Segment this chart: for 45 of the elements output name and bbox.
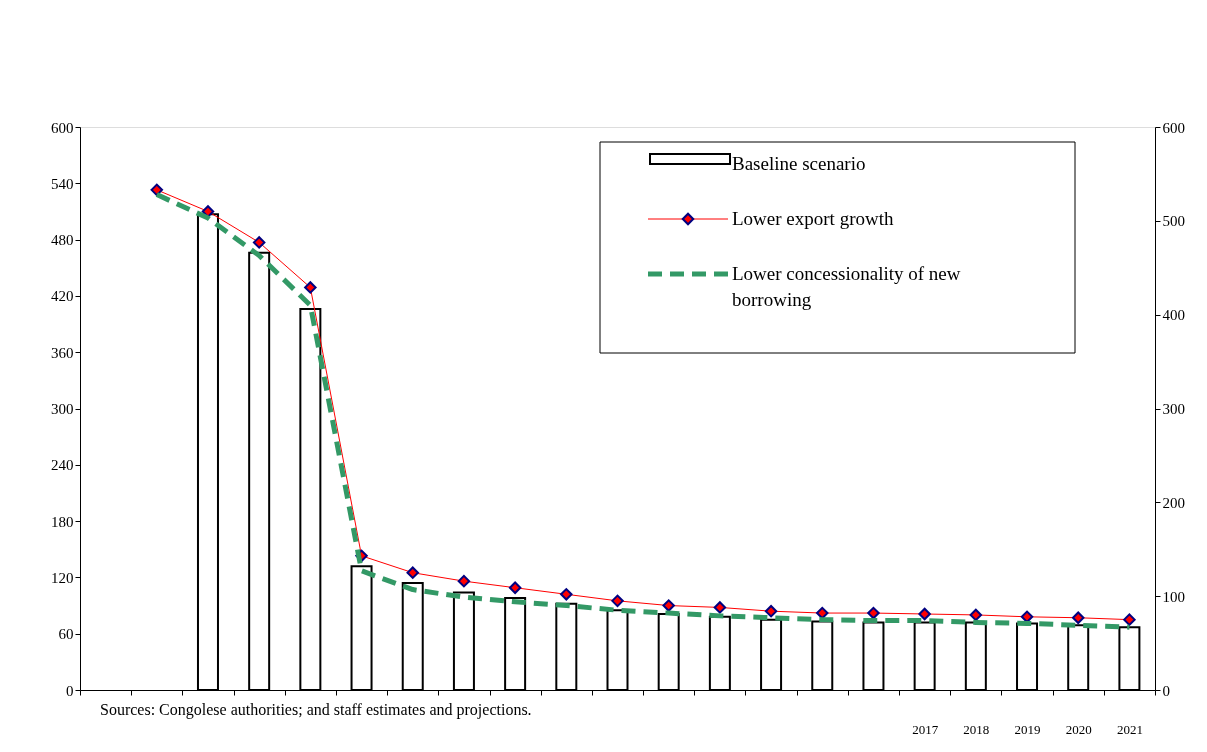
point: [611, 594, 624, 608]
x-tick-label: 2018: [963, 721, 990, 737]
point: [150, 183, 164, 197]
y-tick-label: 120: [51, 569, 74, 586]
y-tick-label: 480: [51, 232, 74, 249]
y-tick-label: 180: [51, 513, 74, 530]
point: [713, 601, 727, 614]
y2-tick-label: 0: [1162, 682, 1170, 699]
y-tick-label: 540: [51, 175, 74, 192]
y-tick-label: 300: [51, 401, 74, 417]
y2-tick-label: 300: [1162, 401, 1185, 417]
point: [201, 205, 215, 218]
point: [867, 606, 880, 620]
point: [1123, 613, 1136, 626]
y-tick-label: 60: [58, 626, 74, 643]
point: [662, 599, 675, 612]
point: [457, 574, 471, 588]
point: [764, 604, 778, 618]
y-tick-label: 420: [51, 288, 74, 305]
point: [816, 606, 829, 620]
x-tick-label: 2021: [1116, 721, 1143, 737]
y-tick-label: 240: [51, 457, 74, 474]
legend-label: Lower export growth: [732, 208, 894, 229]
y2-tick-label: 500: [1162, 213, 1185, 230]
x-tick-label: 2020: [1065, 721, 1092, 737]
point: [406, 566, 419, 579]
y-tick-label: 600: [51, 119, 74, 136]
point: [560, 588, 573, 601]
legend-label: Lower concessionality of new borrowing: [732, 263, 961, 310]
legend-label: Baseline scenario: [732, 153, 866, 174]
point: [252, 236, 266, 249]
point: [1071, 611, 1085, 624]
x-tick-label: 2017: [912, 721, 939, 737]
y2-tick-label: 600: [1162, 119, 1185, 136]
y2-tick-label: 100: [1162, 588, 1185, 605]
y-tick-label: 0: [66, 682, 74, 699]
x-tick-label: 2019: [1014, 721, 1041, 737]
y-tick-label: 360: [51, 344, 74, 361]
source-note: Sources: Congolese authorities; and staff estimates and projections.: [100, 701, 532, 719]
point: [508, 581, 522, 594]
y2-tick-label: 400: [1162, 307, 1185, 324]
y2-tick-label: 200: [1162, 494, 1185, 511]
point: [918, 607, 931, 621]
point: [304, 281, 317, 294]
point: [969, 608, 983, 622]
